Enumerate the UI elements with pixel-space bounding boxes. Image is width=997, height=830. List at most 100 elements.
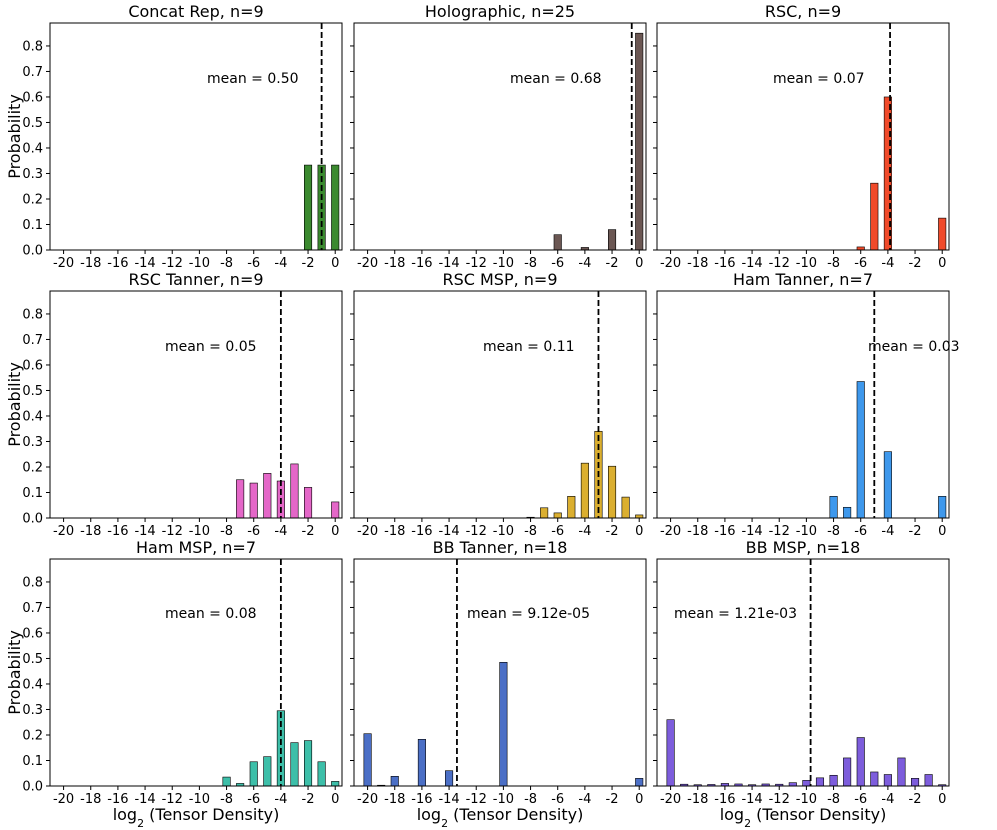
x-tick-label: -12 (769, 792, 790, 807)
y-tick-label: 0.6 (22, 626, 43, 641)
x-tick-label: -18 (384, 524, 405, 539)
histogram-bar (666, 719, 675, 787)
y-tick-label: 0.4 (22, 141, 43, 156)
histogram-bar (870, 182, 879, 251)
x-tick-label: -14 (741, 524, 762, 539)
x-tick-label: -20 (660, 792, 681, 807)
x-tick-label: -6 (551, 524, 564, 539)
x-tick-label: -18 (687, 792, 708, 807)
x-tick-label: -10 (189, 524, 210, 539)
x-tick-label: -12 (162, 524, 183, 539)
x-tick-label: -4 (578, 792, 591, 807)
x-tick-label: -10 (493, 256, 514, 271)
histogram-bar (363, 733, 372, 787)
histogram-bar (331, 781, 340, 787)
histogram-bar (417, 739, 426, 787)
x-tick-label: -18 (80, 524, 101, 539)
plot-frame (656, 290, 950, 519)
y-tick-label: 0.3 (22, 703, 43, 718)
x-tick-label: -18 (687, 524, 708, 539)
plot-frame (49, 290, 343, 519)
x-tick-label: -16 (107, 524, 128, 539)
x-tick-label: -16 (714, 792, 735, 807)
panel-4: -20 -18 -16 -14 -12 -10 -8 -6 -4 -2 00.00.10.20.30… (5, 270, 343, 539)
x-tick-label: -16 (411, 524, 432, 539)
y-tick-label: 0.6 (22, 358, 43, 373)
x-tick-label: -12 (769, 524, 790, 539)
x-tick-label: -20 (357, 256, 378, 271)
x-tick-label: -6 (247, 792, 260, 807)
x-tick-label: -8 (220, 256, 233, 271)
y-tick-label: 0.0 (22, 780, 43, 795)
x-tick-label: -2 (909, 524, 922, 539)
histogram-bar (635, 778, 644, 787)
histogram-bar (263, 473, 272, 519)
y-tick-label: 0.6 (22, 90, 43, 105)
plot-frame (353, 558, 647, 787)
plot-frame (49, 558, 343, 787)
x-tick-label: -4 (881, 524, 894, 539)
x-tick-label: -20 (357, 524, 378, 539)
x-tick-label: -14 (438, 792, 459, 807)
x-tick-label: -4 (578, 524, 591, 539)
histogram-bar (499, 661, 508, 787)
x-tick-label: -6 (854, 792, 867, 807)
x-tick-label: -6 (551, 256, 564, 271)
y-tick-label: 0.2 (22, 728, 43, 743)
y-tick-label: 0.3 (22, 167, 43, 182)
panel-title: RSC MSP, n=9 (442, 270, 557, 289)
x-tick-label: -20 (53, 524, 74, 539)
panel-title: RSC Tanner, n=9 (128, 270, 263, 289)
x-tick-label: -2 (302, 792, 315, 807)
x-axis-label: log2 (Tensor Density) (720, 805, 887, 830)
plot-frame (656, 22, 950, 251)
y-tick-label: 0.4 (22, 409, 43, 424)
x-tick-label: -20 (53, 256, 74, 271)
y-tick-label: 0.7 (22, 333, 43, 348)
x-tick-label: -18 (80, 792, 101, 807)
mean-annotation: mean = 9.12e-05 (467, 606, 590, 622)
x-axis-label: log2 (Tensor Density) (113, 805, 280, 830)
x-tick-label: -10 (189, 256, 210, 271)
x-tick-label: -4 (274, 256, 287, 271)
histogram-bar (553, 234, 562, 251)
histogram-bar (856, 737, 865, 787)
x-tick-label: -6 (247, 524, 260, 539)
histogram-bar (290, 742, 299, 787)
mean-annotation: mean = 1.21e-03 (674, 606, 797, 622)
panel-7: -20 -18 -16 -14 -12 -10 -8 -6 -4 -2 00.00.10.20.30… (5, 538, 343, 830)
plot-frame (49, 22, 343, 251)
x-tick-label: -8 (220, 792, 233, 807)
x-tick-label: 0 (635, 792, 643, 807)
x-tick-label: -14 (134, 524, 155, 539)
y-axis-label: Probability (5, 362, 24, 447)
histogram-bar (390, 776, 399, 787)
x-tick-label: 0 (938, 256, 946, 271)
x-tick-label: -14 (134, 792, 155, 807)
histogram-bar (249, 761, 258, 787)
x-tick-label: -18 (687, 256, 708, 271)
histogram-bar (897, 757, 906, 787)
x-tick-label: -18 (384, 792, 405, 807)
plot-frame (656, 558, 950, 787)
x-tick-label: -12 (162, 256, 183, 271)
y-tick-label: 0.1 (22, 218, 43, 233)
x-tick-label: 0 (331, 792, 339, 807)
x-tick-label: -16 (714, 256, 735, 271)
y-tick-label: 0.0 (22, 244, 43, 259)
x-tick-label: -2 (909, 256, 922, 271)
x-tick-label: -14 (438, 256, 459, 271)
x-tick-label: -12 (466, 256, 487, 271)
x-tick-label: -18 (80, 256, 101, 271)
histogram-bar (883, 96, 892, 251)
y-tick-label: 0.5 (22, 384, 43, 399)
histogram-bar (938, 496, 947, 519)
histogram-bar (621, 496, 630, 519)
x-tick-label: -2 (606, 524, 619, 539)
panel-title: BB Tanner, n=18 (433, 538, 568, 557)
histogram-bar (553, 512, 562, 519)
x-tick-label: -10 (796, 524, 817, 539)
y-axis-label: Probability (5, 94, 24, 179)
mean-annotation: mean = 0.11 (483, 339, 575, 355)
y-tick-label: 0.8 (22, 307, 43, 322)
